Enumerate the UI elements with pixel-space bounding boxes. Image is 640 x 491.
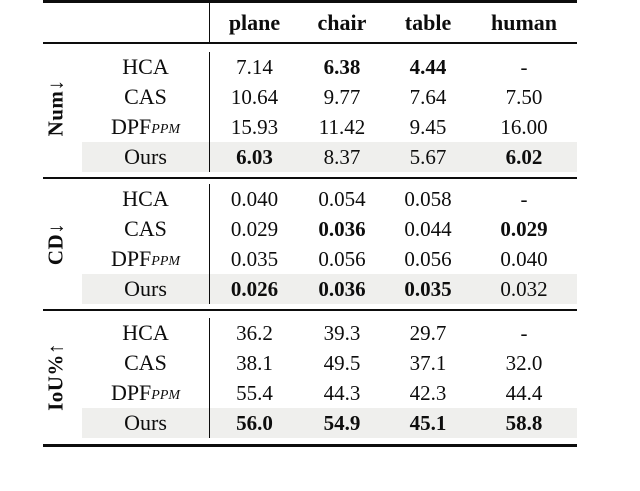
method-label: Ours bbox=[82, 142, 209, 172]
cell: 44.4 bbox=[505, 380, 543, 405]
cell: 0.036 bbox=[318, 216, 366, 241]
method-label: HCA bbox=[122, 186, 169, 211]
group-label-iou: IoU%↑ bbox=[43, 343, 68, 411]
cell: 55.4 bbox=[209, 378, 299, 408]
cell: 7.64 bbox=[409, 84, 447, 109]
group-label-cd: CD↓ bbox=[43, 222, 68, 266]
table-row-ours: Ours 56.0 54.9 45.1 58.8 bbox=[43, 408, 577, 438]
cell: 0.040 bbox=[500, 246, 548, 271]
method-subscript: PPM bbox=[151, 122, 181, 137]
group-separator-rule bbox=[43, 309, 577, 311]
cell: 0.058 bbox=[404, 186, 452, 211]
col-header-table: table bbox=[404, 9, 452, 35]
method-label: Ours bbox=[82, 408, 209, 438]
method-subscript: PPM bbox=[151, 254, 181, 269]
cell: 7.14 bbox=[209, 52, 299, 82]
cell: 9.45 bbox=[409, 114, 447, 139]
table-bottom-rule bbox=[43, 444, 577, 447]
cell: 10.64 bbox=[209, 82, 299, 112]
cell: 0.056 bbox=[404, 246, 452, 271]
col-header-human: human bbox=[490, 9, 558, 35]
col-header-plane: plane bbox=[209, 3, 299, 42]
cell: 6.03 bbox=[209, 142, 299, 172]
cell: 29.7 bbox=[409, 320, 447, 345]
method-label: HCA bbox=[122, 320, 169, 345]
cell: 37.1 bbox=[409, 350, 447, 375]
metric-group-num: Num↓ HCA 7.14 6.38 4.44 - CAS 10.64 9.77… bbox=[43, 44, 577, 172]
cell: 58.8 bbox=[471, 408, 577, 438]
cell: 0.035 bbox=[385, 274, 471, 304]
cell: 0.029 bbox=[209, 214, 299, 244]
cell: 15.93 bbox=[209, 112, 299, 142]
header-empty-cell bbox=[43, 3, 209, 42]
cell: 6.38 bbox=[323, 54, 361, 79]
cell: 42.3 bbox=[409, 380, 447, 405]
table-row: CAS 0.029 0.036 0.044 0.029 bbox=[43, 214, 577, 244]
cell: 0.040 bbox=[209, 184, 299, 214]
cell: 54.9 bbox=[299, 408, 385, 438]
table-row: HCA 36.2 39.3 29.7 - bbox=[43, 318, 577, 348]
metric-group-cd: CD↓ HCA 0.040 0.054 0.058 - CAS 0.029 0.… bbox=[43, 184, 577, 304]
table-row-ours: Ours 6.03 8.37 5.67 6.02 bbox=[43, 142, 577, 172]
method-label: DPF PPM bbox=[82, 378, 209, 408]
method-label: CAS bbox=[124, 216, 167, 241]
cell: 0.026 bbox=[209, 274, 299, 304]
col-header-chair: chair bbox=[317, 9, 367, 35]
table-row-ours: Ours 0.026 0.036 0.035 0.032 bbox=[43, 274, 577, 304]
cell: 16.00 bbox=[500, 114, 548, 139]
cell: 0.056 bbox=[318, 246, 366, 271]
cell: 7.50 bbox=[505, 84, 543, 109]
method-subscript: PPM bbox=[151, 388, 181, 403]
table-row: CAS 38.1 49.5 37.1 32.0 bbox=[43, 348, 577, 378]
cell: - bbox=[520, 320, 528, 345]
cell: 49.5 bbox=[323, 350, 361, 375]
cell: 0.044 bbox=[404, 216, 452, 241]
cell: - bbox=[520, 54, 528, 79]
cell: 8.37 bbox=[299, 142, 385, 172]
table-row: HCA 7.14 6.38 4.44 - bbox=[43, 52, 577, 82]
results-table: plane chair table human Num↓ HCA 7.14 6.… bbox=[43, 0, 577, 447]
header-rule bbox=[43, 42, 577, 44]
table-row: DPF PPM 55.4 44.3 42.3 44.4 bbox=[43, 378, 577, 408]
table-row: DPF PPM 15.93 11.42 9.45 16.00 bbox=[43, 112, 577, 142]
cell: 36.2 bbox=[209, 318, 299, 348]
method-label: DPF PPM bbox=[82, 244, 209, 274]
cell: 0.032 bbox=[471, 274, 577, 304]
group-label-num: Num↓ bbox=[43, 79, 68, 137]
cell: 32.0 bbox=[505, 350, 543, 375]
table-caption: ble 1. Quantitative evaluation of shape … bbox=[0, 452, 640, 491]
cell: 4.44 bbox=[409, 54, 447, 79]
method-label: DPF PPM bbox=[82, 112, 209, 142]
method-label: CAS bbox=[124, 84, 167, 109]
metric-group-iou: IoU%↑ HCA 36.2 39.3 29.7 - CAS 38.1 49.5… bbox=[43, 316, 577, 438]
method-label: CAS bbox=[124, 350, 167, 375]
cell: 0.029 bbox=[500, 216, 548, 241]
cell: 0.036 bbox=[299, 274, 385, 304]
cell: 6.02 bbox=[471, 142, 577, 172]
table-row: DPF PPM 0.035 0.056 0.056 0.040 bbox=[43, 244, 577, 274]
cell: 45.1 bbox=[385, 408, 471, 438]
cell: 38.1 bbox=[209, 348, 299, 378]
cell: 39.3 bbox=[323, 320, 361, 345]
table-row: CAS 10.64 9.77 7.64 7.50 bbox=[43, 82, 577, 112]
cell: 44.3 bbox=[323, 380, 361, 405]
group-separator-rule bbox=[43, 177, 577, 179]
table-row: HCA 0.040 0.054 0.058 - bbox=[43, 184, 577, 214]
cell: 9.77 bbox=[323, 84, 361, 109]
cell: 0.035 bbox=[209, 244, 299, 274]
method-label: Ours bbox=[82, 274, 209, 304]
cell: 0.054 bbox=[318, 186, 366, 211]
cell: 11.42 bbox=[318, 114, 366, 139]
cell: 5.67 bbox=[385, 142, 471, 172]
table-header-row: plane chair table human bbox=[43, 3, 577, 42]
cell: - bbox=[520, 186, 528, 211]
method-label: HCA bbox=[122, 54, 169, 79]
cell: 56.0 bbox=[209, 408, 299, 438]
table-top-rule bbox=[43, 0, 577, 3]
